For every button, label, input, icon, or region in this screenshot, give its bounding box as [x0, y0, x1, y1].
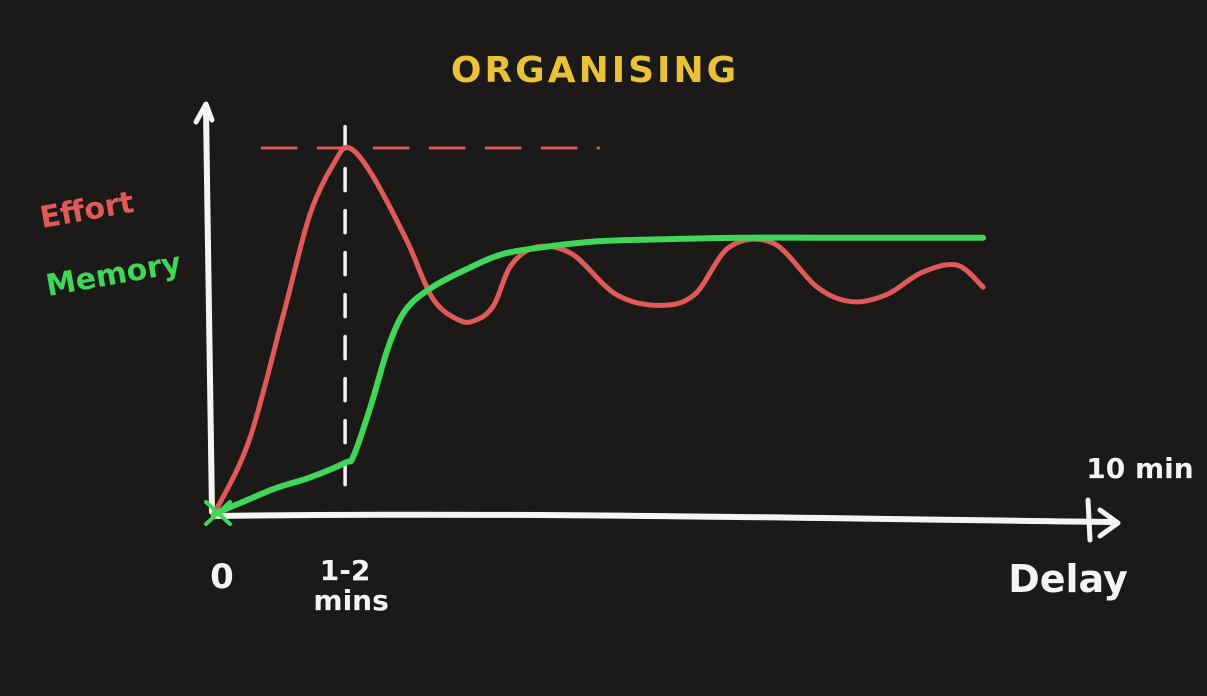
- series-memory-line: [211, 234, 987, 517]
- legend-memory: Memory: [43, 246, 184, 304]
- tick-label-part: mins: [313, 584, 388, 617]
- x-axis: [211, 511, 1115, 525]
- tick-label-0: 0: [210, 557, 234, 597]
- y-axis-arrow: [193, 101, 215, 125]
- x-axis-label: Delay: [1008, 557, 1128, 601]
- x-axis-arrow: [1097, 507, 1121, 539]
- legend-effort: Effort: [37, 185, 136, 236]
- y-axis: [203, 105, 215, 515]
- x-axis-end-label: 10 min: [1086, 452, 1193, 485]
- origin-cross-icon: [204, 500, 232, 526]
- series-effort-line: [211, 144, 986, 517]
- x-axis-end-tick: [1085, 497, 1093, 543]
- tick-label-1-2-mins: 1-2 mins: [313, 554, 388, 617]
- chart-title: ORGANISING: [451, 50, 739, 91]
- tick-label-part: 1-2: [320, 554, 371, 587]
